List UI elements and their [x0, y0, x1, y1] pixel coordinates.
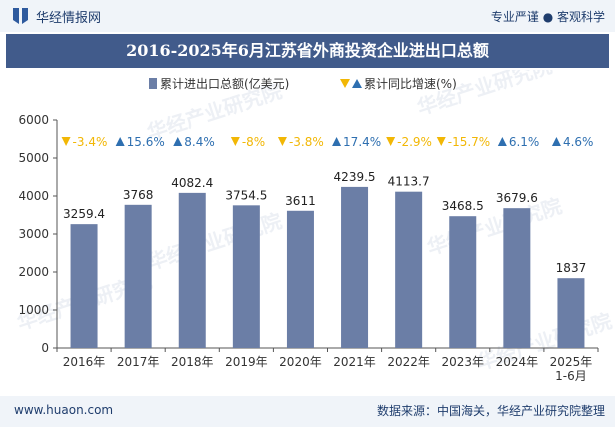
brand-tagline: 专业严谨 ● 客观科学 — [490, 10, 605, 24]
growth-rate-label: 17.4% — [343, 135, 381, 149]
bar — [232, 205, 260, 348]
growth-rate-label: -3.4% — [73, 135, 108, 149]
legend-label-total: 累计进出口总额(亿美元) — [160, 76, 289, 91]
bar-value-label: 1837 — [556, 261, 587, 275]
growth-down-triangle — [61, 137, 71, 146]
x-tick-label: 2016年 — [63, 355, 106, 369]
x-tick-label: 2022年 — [387, 355, 430, 369]
bar — [503, 208, 531, 348]
bar — [178, 192, 206, 348]
growth-up-triangle — [497, 137, 507, 146]
bar-value-label: 3754.5 — [225, 188, 267, 202]
x-tick-label: 2019年 — [225, 355, 268, 369]
growth-up-triangle — [115, 137, 125, 146]
bar-value-label: 4239.5 — [334, 170, 376, 184]
data-source: 数据来源：中国海关，华经产业研究院整理 — [376, 404, 605, 418]
x-tick-label: 2021年 — [333, 355, 376, 369]
bar — [395, 191, 423, 348]
growth-rate-label: -8% — [242, 135, 265, 149]
bar-value-label: 4082.4 — [171, 176, 213, 190]
bar-value-labels: 3259.4 3768 4082.4 3754.5 3611 4239.5 4113.7 34… — [63, 170, 586, 275]
y-tick-label: 3000 — [18, 227, 49, 241]
title-bar: 2016-2025年6月江苏省外商投资企业进出口总额 — [6, 34, 609, 68]
bar — [124, 204, 152, 348]
x-tick-label: 2018年 — [171, 355, 214, 369]
x-tick-label: 2017年 — [117, 355, 160, 369]
growth-rate-label: -3.8% — [289, 135, 324, 149]
growth-rate-label: 15.6% — [127, 135, 165, 149]
growth-down-triangle — [436, 137, 446, 146]
brand-name: 华经情报网 — [36, 11, 102, 26]
x-tick-label: 1-6月 — [555, 369, 587, 383]
growth-down-triangle — [277, 137, 287, 146]
y-tick-label: 6000 — [18, 113, 49, 127]
x-tick-label: 2024年 — [496, 355, 539, 369]
y-tick-label: 2000 — [18, 265, 49, 279]
growth-down-triangle — [386, 137, 396, 146]
watermark-text: 华经产业研究院 — [144, 209, 285, 275]
brand-logo-icon — [13, 8, 28, 24]
bar-value-label: 3611 — [285, 194, 316, 208]
bar-value-label: 3259.4 — [63, 207, 105, 221]
y-tick-label: 0 — [41, 341, 49, 355]
bar-value-label: 3768 — [123, 188, 154, 202]
bar-value-label: 4113.7 — [388, 175, 430, 189]
growth-up-triangle — [332, 137, 342, 146]
growth-rate-label: -2.9% — [397, 135, 432, 149]
chart-area: 华经产业研究院华经产业研究院华经产业研究院华经产业研究院华经产业研究院华经产业研… — [14, 70, 615, 383]
bar-value-label: 3679.6 — [496, 191, 538, 205]
bar-series — [70, 186, 585, 348]
legend-label-growth: 累计同比增速(%) — [364, 77, 457, 91]
growth-down-triangle — [230, 137, 240, 146]
y-tick-label: 4000 — [18, 189, 49, 203]
growth-rate-label: 4.6% — [563, 135, 594, 149]
top-bar: 华经情报网 专业严谨 ● 客观科学 — [0, 0, 615, 32]
footer-bar: www.huaon.com 数据来源：中国海关，华经产业研究院整理 — [0, 396, 615, 427]
growth-up-triangle — [173, 137, 183, 146]
bar-value-label: 3468.5 — [442, 199, 484, 213]
legend-bar-swatch — [149, 78, 157, 89]
bar — [557, 278, 585, 348]
chart-axes: 0 1000 2000 3000 4000 5000 6000 2016年 2017年 2018年… — [18, 113, 599, 383]
y-tick-label: 1000 — [18, 303, 49, 317]
bar — [449, 216, 477, 348]
growth-up-triangle — [551, 137, 561, 146]
legend-up-triangle — [352, 79, 362, 88]
chart-legend: 累计进出口总额(亿美元) 累计同比增速(%) — [149, 76, 457, 91]
bar — [286, 210, 314, 348]
x-tick-label: 2020年 — [279, 355, 322, 369]
website-url: www.huaon.com — [14, 403, 114, 417]
legend-down-triangle — [340, 79, 350, 88]
bar — [70, 224, 98, 348]
growth-rate-label: 6.1% — [509, 135, 539, 149]
bar — [341, 186, 369, 348]
x-tick-label: 2025年 — [550, 355, 593, 369]
x-tick-label: 2023年 — [441, 355, 484, 369]
chart-title: 2016-2025年6月江苏省外商投资企业进出口总额 — [126, 41, 489, 60]
growth-rate-label: -15.7% — [448, 135, 490, 149]
y-tick-label: 5000 — [18, 151, 49, 165]
growth-rate-labels: -3.4% 15.6% 8.4% -8% -3.8% 17.4% -2.9% -15.7% 6.… — [61, 135, 594, 149]
growth-rate-label: 8.4% — [184, 135, 215, 149]
